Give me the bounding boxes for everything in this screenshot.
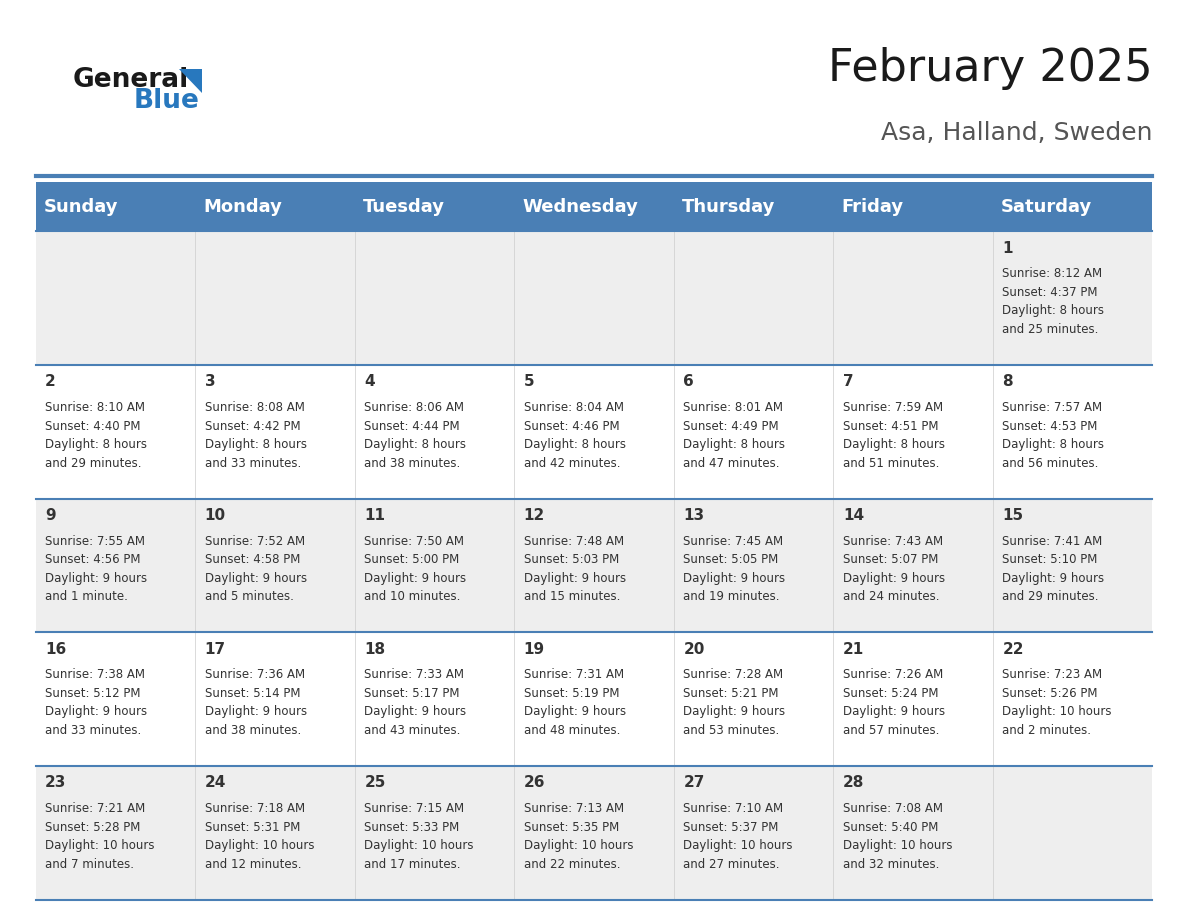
Text: Sunrise: 7:26 AM
Sunset: 5:24 PM
Daylight: 9 hours
and 57 minutes.: Sunrise: 7:26 AM Sunset: 5:24 PM Dayligh… [842, 668, 944, 737]
Text: 4: 4 [365, 375, 375, 389]
Text: 20: 20 [683, 642, 704, 656]
Text: Sunrise: 7:55 AM
Sunset: 4:56 PM
Daylight: 9 hours
and 1 minute.: Sunrise: 7:55 AM Sunset: 4:56 PM Dayligh… [45, 535, 147, 603]
Text: Tuesday: Tuesday [362, 197, 444, 216]
Text: 16: 16 [45, 642, 67, 656]
Text: Sunrise: 7:36 AM
Sunset: 5:14 PM
Daylight: 9 hours
and 38 minutes.: Sunrise: 7:36 AM Sunset: 5:14 PM Dayligh… [204, 668, 307, 737]
Text: Sunrise: 7:45 AM
Sunset: 5:05 PM
Daylight: 9 hours
and 19 minutes.: Sunrise: 7:45 AM Sunset: 5:05 PM Dayligh… [683, 535, 785, 603]
Text: 18: 18 [365, 642, 385, 656]
Text: 13: 13 [683, 508, 704, 523]
Text: Sunrise: 8:08 AM
Sunset: 4:42 PM
Daylight: 8 hours
and 33 minutes.: Sunrise: 8:08 AM Sunset: 4:42 PM Dayligh… [204, 401, 307, 470]
Text: Saturday: Saturday [1000, 197, 1092, 216]
Text: Sunrise: 7:23 AM
Sunset: 5:26 PM
Daylight: 10 hours
and 2 minutes.: Sunrise: 7:23 AM Sunset: 5:26 PM Dayligh… [1003, 668, 1112, 737]
Bar [36, 365, 1152, 498]
Text: Sunrise: 7:10 AM
Sunset: 5:37 PM
Daylight: 10 hours
and 27 minutes.: Sunrise: 7:10 AM Sunset: 5:37 PM Dayligh… [683, 802, 792, 870]
Text: Sunday: Sunday [44, 197, 118, 216]
Text: 8: 8 [1003, 375, 1013, 389]
Text: 25: 25 [365, 776, 386, 790]
Text: Sunrise: 7:48 AM
Sunset: 5:03 PM
Daylight: 9 hours
and 15 minutes.: Sunrise: 7:48 AM Sunset: 5:03 PM Dayligh… [524, 535, 626, 603]
Text: 9: 9 [45, 508, 56, 523]
Text: Sunrise: 7:33 AM
Sunset: 5:17 PM
Daylight: 9 hours
and 43 minutes.: Sunrise: 7:33 AM Sunset: 5:17 PM Dayligh… [365, 668, 467, 737]
Text: 24: 24 [204, 776, 226, 790]
Text: 2: 2 [45, 375, 56, 389]
Text: Friday: Friday [841, 197, 903, 216]
Bar [355, 182, 514, 231]
Text: 23: 23 [45, 776, 67, 790]
Text: Sunrise: 7:15 AM
Sunset: 5:33 PM
Daylight: 10 hours
and 17 minutes.: Sunrise: 7:15 AM Sunset: 5:33 PM Dayligh… [365, 802, 474, 870]
Text: 22: 22 [1003, 642, 1024, 656]
Text: Sunrise: 7:21 AM
Sunset: 5:28 PM
Daylight: 10 hours
and 7 minutes.: Sunrise: 7:21 AM Sunset: 5:28 PM Dayligh… [45, 802, 154, 870]
Polygon shape [179, 69, 202, 93]
Text: Sunrise: 8:10 AM
Sunset: 4:40 PM
Daylight: 8 hours
and 29 minutes.: Sunrise: 8:10 AM Sunset: 4:40 PM Dayligh… [45, 401, 147, 470]
Text: Sunrise: 7:57 AM
Sunset: 4:53 PM
Daylight: 8 hours
and 56 minutes.: Sunrise: 7:57 AM Sunset: 4:53 PM Dayligh… [1003, 401, 1105, 470]
Text: Sunrise: 7:59 AM
Sunset: 4:51 PM
Daylight: 8 hours
and 51 minutes.: Sunrise: 7:59 AM Sunset: 4:51 PM Dayligh… [842, 401, 944, 470]
Text: 5: 5 [524, 375, 535, 389]
Text: Sunrise: 7:38 AM
Sunset: 5:12 PM
Daylight: 9 hours
and 33 minutes.: Sunrise: 7:38 AM Sunset: 5:12 PM Dayligh… [45, 668, 147, 737]
Text: 17: 17 [204, 642, 226, 656]
Bar [993, 182, 1152, 231]
Text: General: General [72, 67, 189, 93]
Text: Monday: Monday [203, 197, 282, 216]
Text: Sunrise: 7:31 AM
Sunset: 5:19 PM
Daylight: 9 hours
and 48 minutes.: Sunrise: 7:31 AM Sunset: 5:19 PM Dayligh… [524, 668, 626, 737]
Text: Blue: Blue [133, 88, 200, 114]
Bar [36, 231, 1152, 365]
Text: Sunrise: 8:01 AM
Sunset: 4:49 PM
Daylight: 8 hours
and 47 minutes.: Sunrise: 8:01 AM Sunset: 4:49 PM Dayligh… [683, 401, 785, 470]
Text: 28: 28 [842, 776, 864, 790]
Text: 1: 1 [1003, 241, 1013, 256]
Bar [833, 182, 993, 231]
Text: Thursday: Thursday [682, 197, 775, 216]
Text: Asa, Halland, Sweden: Asa, Halland, Sweden [880, 121, 1152, 145]
Text: 15: 15 [1003, 508, 1024, 523]
Bar [514, 182, 674, 231]
Text: 27: 27 [683, 776, 704, 790]
Bar [36, 498, 1152, 633]
Text: Wednesday: Wednesday [523, 197, 638, 216]
Text: 26: 26 [524, 776, 545, 790]
Text: Sunrise: 8:06 AM
Sunset: 4:44 PM
Daylight: 8 hours
and 38 minutes.: Sunrise: 8:06 AM Sunset: 4:44 PM Dayligh… [365, 401, 466, 470]
Text: 21: 21 [842, 642, 864, 656]
Bar [36, 182, 195, 231]
Text: 7: 7 [842, 375, 853, 389]
Bar [36, 633, 1152, 766]
Text: February 2025: February 2025 [828, 48, 1152, 90]
Text: 11: 11 [365, 508, 385, 523]
Text: Sunrise: 7:18 AM
Sunset: 5:31 PM
Daylight: 10 hours
and 12 minutes.: Sunrise: 7:18 AM Sunset: 5:31 PM Dayligh… [204, 802, 315, 870]
Bar [674, 182, 833, 231]
Text: Sunrise: 8:04 AM
Sunset: 4:46 PM
Daylight: 8 hours
and 42 minutes.: Sunrise: 8:04 AM Sunset: 4:46 PM Dayligh… [524, 401, 626, 470]
Bar [36, 766, 1152, 900]
Text: 12: 12 [524, 508, 545, 523]
Text: 6: 6 [683, 375, 694, 389]
Text: Sunrise: 7:43 AM
Sunset: 5:07 PM
Daylight: 9 hours
and 24 minutes.: Sunrise: 7:43 AM Sunset: 5:07 PM Dayligh… [842, 535, 944, 603]
Text: Sunrise: 7:13 AM
Sunset: 5:35 PM
Daylight: 10 hours
and 22 minutes.: Sunrise: 7:13 AM Sunset: 5:35 PM Dayligh… [524, 802, 633, 870]
Text: Sunrise: 8:12 AM
Sunset: 4:37 PM
Daylight: 8 hours
and 25 minutes.: Sunrise: 8:12 AM Sunset: 4:37 PM Dayligh… [1003, 267, 1105, 336]
Text: 10: 10 [204, 508, 226, 523]
Text: 14: 14 [842, 508, 864, 523]
Text: Sunrise: 7:50 AM
Sunset: 5:00 PM
Daylight: 9 hours
and 10 minutes.: Sunrise: 7:50 AM Sunset: 5:00 PM Dayligh… [365, 535, 467, 603]
Text: 19: 19 [524, 642, 545, 656]
Text: Sunrise: 7:08 AM
Sunset: 5:40 PM
Daylight: 10 hours
and 32 minutes.: Sunrise: 7:08 AM Sunset: 5:40 PM Dayligh… [842, 802, 953, 870]
Bar [195, 182, 355, 231]
Text: Sunrise: 7:28 AM
Sunset: 5:21 PM
Daylight: 9 hours
and 53 minutes.: Sunrise: 7:28 AM Sunset: 5:21 PM Dayligh… [683, 668, 785, 737]
Text: Sunrise: 7:41 AM
Sunset: 5:10 PM
Daylight: 9 hours
and 29 minutes.: Sunrise: 7:41 AM Sunset: 5:10 PM Dayligh… [1003, 535, 1105, 603]
Text: 3: 3 [204, 375, 215, 389]
Text: Sunrise: 7:52 AM
Sunset: 4:58 PM
Daylight: 9 hours
and 5 minutes.: Sunrise: 7:52 AM Sunset: 4:58 PM Dayligh… [204, 535, 307, 603]
